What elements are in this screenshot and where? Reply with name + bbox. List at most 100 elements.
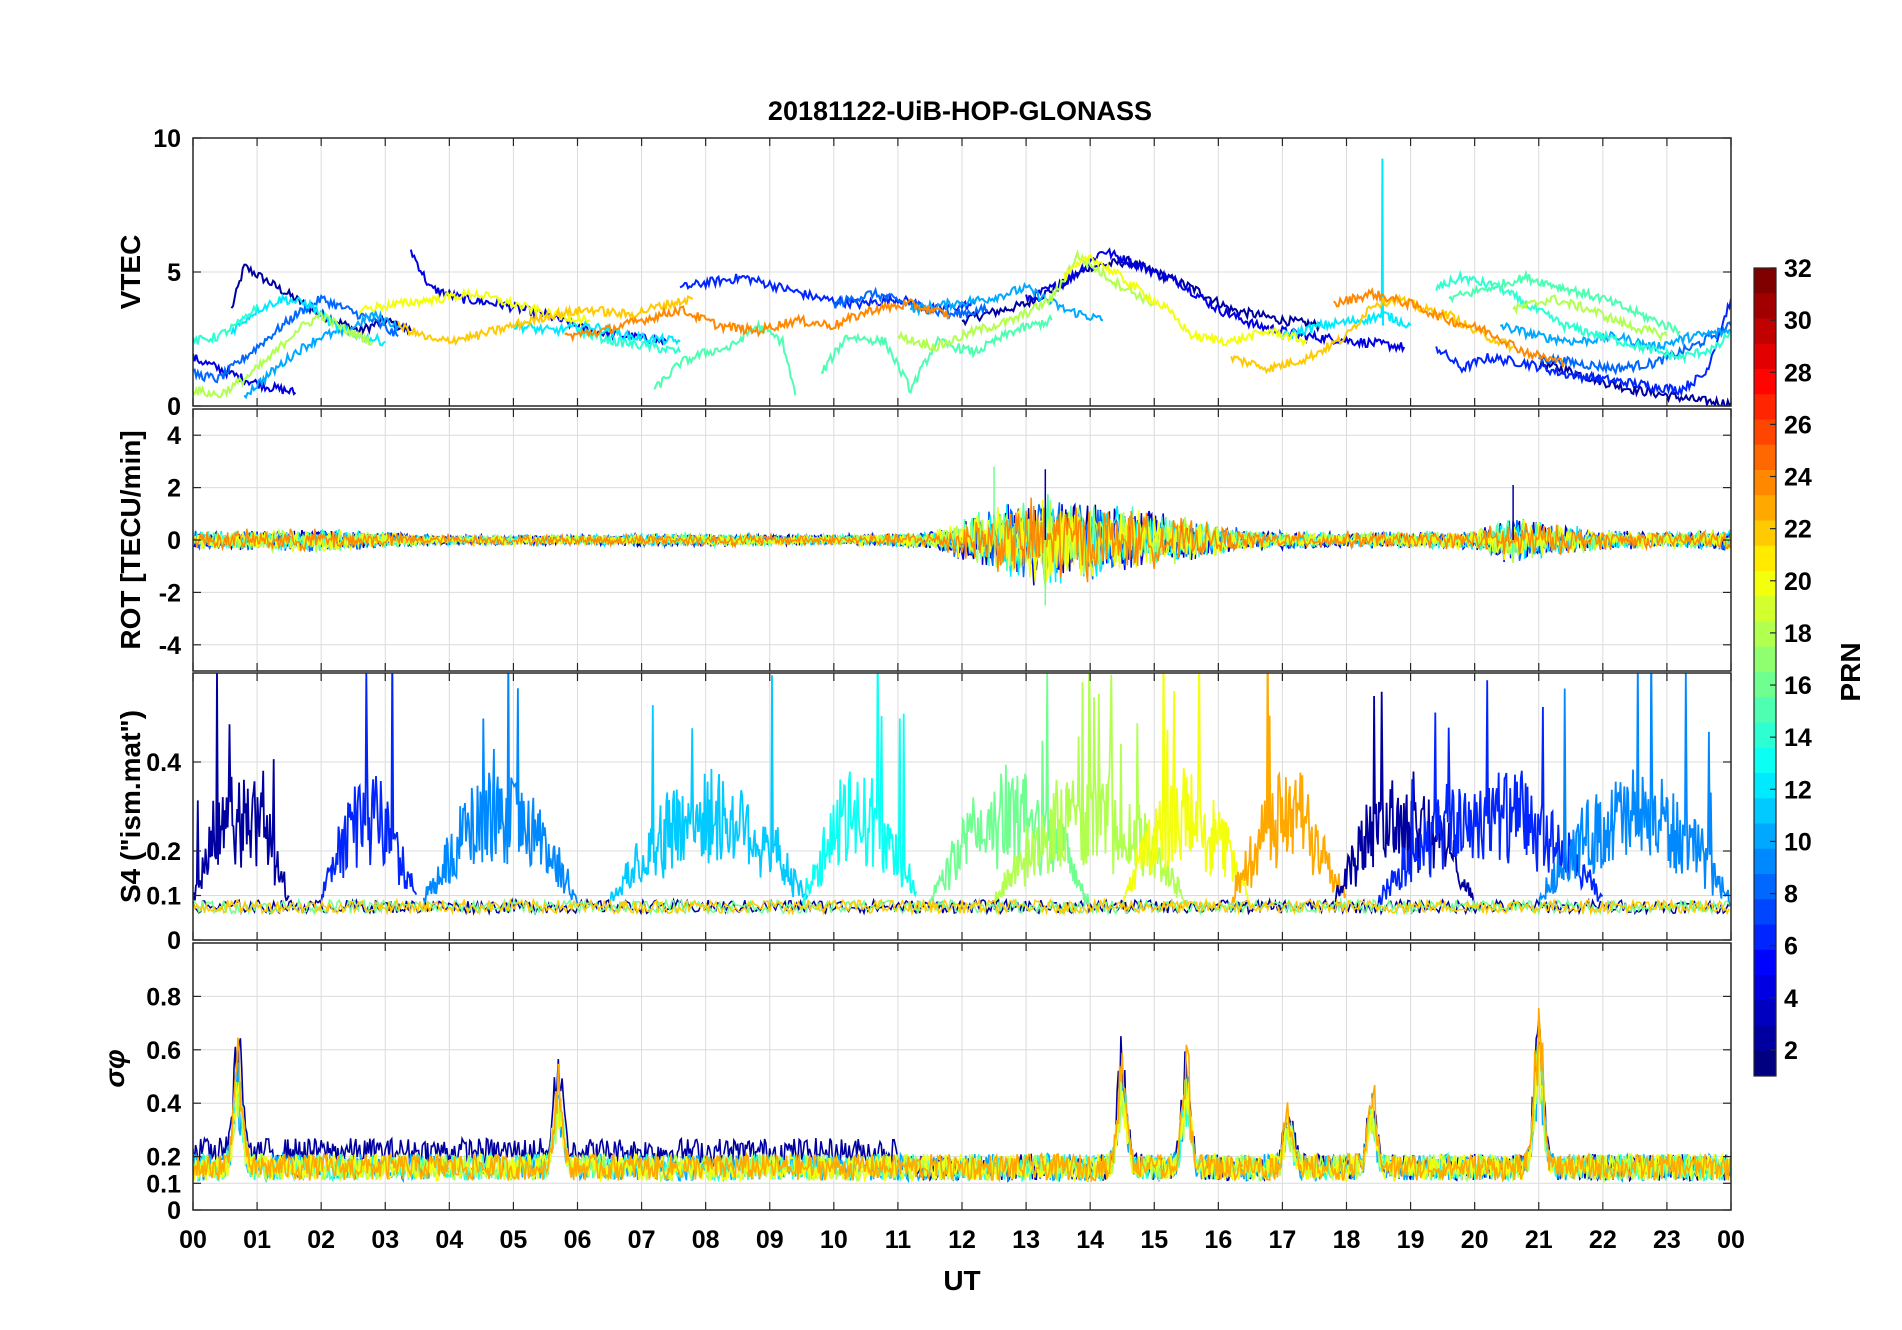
s4-baseline-prn-22 — [193, 897, 1730, 916]
colorbar-tick-label: 16 — [1784, 672, 1812, 700]
vtec-prn-18-segment-1 — [897, 249, 1155, 353]
colorbar-tick-label: 14 — [1784, 724, 1812, 752]
y-tick-label: 0.2 — [146, 838, 181, 866]
colorbar-tick-label: 8 — [1784, 881, 1798, 909]
y-tick-label: 2 — [167, 475, 181, 503]
colorbar-swatch — [1754, 1000, 1776, 1026]
x-tick-label: 09 — [756, 1226, 784, 1254]
vtec-prn-14-segment-2 — [1435, 269, 1731, 365]
y-tick-label: 0 — [167, 1197, 181, 1225]
y-tick-label: 0.1 — [146, 883, 181, 911]
x-tick-label: 08 — [692, 1226, 720, 1254]
s4-prn-2-window-9 — [1332, 691, 1475, 909]
panel-sigma-phi: 00.10.2 0.4 0.6 0.8 σφ — [99, 942, 1732, 1225]
colorbar-swatch — [1754, 899, 1776, 925]
x-tick-label: 01 — [243, 1226, 271, 1254]
colorbar-swatch — [1754, 848, 1776, 875]
sigma-prn-23 — [193, 1007, 1731, 1183]
colorbar-tick-label: 2 — [1784, 1037, 1798, 1065]
x-tick-label: 23 — [1653, 1226, 1681, 1254]
s4-prn-23-window-8 — [1230, 673, 1347, 906]
colorbar-swatch — [1754, 495, 1776, 521]
y-tick-label: 0.2 — [146, 1144, 181, 1172]
x-tick-label: 11 — [885, 1226, 912, 1254]
vtec-prn-14-segment-0 — [193, 303, 259, 345]
y-axis-label: ROT [TECU/min] — [115, 430, 146, 649]
colorbar-swatch — [1754, 293, 1776, 319]
colorbar-swatch — [1754, 672, 1776, 698]
y-tick-label: 0 — [167, 927, 181, 955]
vtec-prn-18-segment-0 — [193, 311, 374, 399]
x-tick-label: 02 — [307, 1226, 335, 1254]
x-tick-label: 20 — [1461, 1226, 1489, 1254]
vtec-prn-8-segment-2 — [1537, 321, 1731, 376]
vtec-prn-8-segment-1 — [832, 286, 989, 320]
vtec-prn-10-segment-1 — [909, 281, 1104, 322]
vtec-prn-2-segment-2 — [1538, 357, 1731, 406]
colorbar-swatch — [1754, 874, 1776, 900]
vtec-prn-12-segment-2 — [1281, 310, 1412, 341]
panel-vtec: 0 5 10 VTEC — [115, 125, 1732, 421]
colorbar-swatch — [1754, 949, 1776, 976]
colorbar-label: PRN — [1835, 642, 1866, 701]
y-axis-label: σφ — [99, 1049, 130, 1087]
x-tick-label: 15 — [1140, 1226, 1168, 1254]
vtec-prn-24-segment-1 — [1333, 287, 1566, 368]
colorbar-swatch — [1754, 722, 1776, 749]
colorbar-swatch — [1754, 646, 1776, 673]
colorbar-swatch — [1754, 318, 1776, 345]
vtec-prn-18-segment-2 — [1512, 294, 1668, 342]
tick-marks — [192, 137, 1732, 407]
colorbar-swatch — [1754, 1050, 1776, 1077]
colorbar: 32 30 28 26 24 22 20 18 16 14 12 10 8 6 4 2 — [1753, 255, 1812, 1077]
colorbar-tick-label: 24 — [1784, 464, 1812, 492]
chart-title: 20181122-UiB-HOP-GLONASS — [768, 96, 1152, 126]
colorbar-swatch — [1754, 545, 1776, 572]
colorbar-tick-label: 20 — [1784, 568, 1812, 596]
x-tick-label: 00 — [179, 1226, 207, 1254]
vtec-prn-12-segment-1 — [512, 318, 681, 346]
x-tick-label: 13 — [1012, 1226, 1040, 1254]
colorbar-swatch — [1754, 343, 1776, 370]
y-tick-label: 5 — [167, 259, 181, 287]
colorbar-tick-label: 26 — [1784, 411, 1812, 439]
x-tick-label: 03 — [371, 1226, 399, 1254]
x-tick-label: 05 — [500, 1226, 528, 1254]
s4-prn-13-window-4 — [800, 673, 918, 905]
tick-marks — [192, 673, 1732, 941]
x-tick-label: 07 — [628, 1226, 656, 1254]
vtec-prn-20-segment-1 — [1063, 253, 1309, 348]
x-tick-label: 06 — [564, 1226, 592, 1254]
y-tick-label: 0.4 — [146, 749, 181, 777]
s4-prn-16-window-5 — [929, 673, 1090, 908]
x-tick-label: 22 — [1589, 1226, 1617, 1254]
vtec-prn-22-segment-0 — [397, 295, 694, 347]
tick-marks — [192, 943, 1732, 1211]
x-tick-label: 00 — [1717, 1226, 1745, 1254]
vtec-prn-8-segment-0 — [193, 293, 399, 384]
vtec-prn-4-segment-0 — [193, 353, 297, 396]
x-tick-label: 12 — [948, 1226, 976, 1254]
s4-prn-9-window-2 — [422, 673, 579, 905]
colorbar-swatch — [1754, 470, 1776, 496]
y-tick-label: 0 — [167, 393, 181, 421]
colorbar-swatch — [1754, 571, 1776, 597]
colorbar-tick-label: 4 — [1784, 985, 1798, 1013]
y-axis-label: S4 ("ism.mat") — [115, 710, 146, 903]
y-tick-label: 0.6 — [146, 1037, 181, 1065]
y-tick-label: 4 — [167, 422, 181, 450]
x-axis: 00 01 02 03 04 05 06 07 08 09 10 11 12 13 14 15 16 17 18 19… — [179, 1226, 1745, 1254]
colorbar-swatch — [1754, 419, 1776, 446]
vtec-prn-15-segment-1 — [820, 313, 1053, 394]
colorbar-swatch — [1754, 621, 1776, 648]
y-tick-label: 0 — [167, 527, 181, 555]
colorbar-swatch — [1754, 394, 1776, 420]
tick-marks — [192, 409, 1732, 671]
x-tick-label: 04 — [435, 1226, 463, 1254]
s4-prn-6-window-1 — [320, 673, 418, 906]
colorbar-swatch — [1754, 773, 1776, 799]
colorbar-tick-label: 30 — [1784, 307, 1812, 335]
y-tick-label: -2 — [159, 579, 181, 607]
x-axis-label: UT — [943, 1265, 980, 1296]
